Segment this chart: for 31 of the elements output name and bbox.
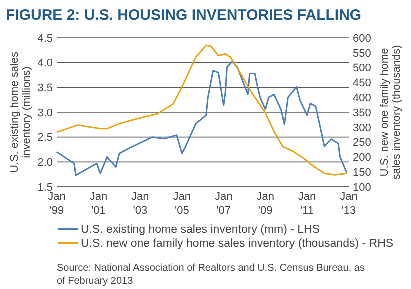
y2-tick-label: 450 bbox=[353, 78, 372, 90]
x-tick-label: Jan '09 bbox=[256, 191, 274, 217]
y-tick-label: 3.5 bbox=[38, 82, 53, 95]
chart-title: FIGURE 2: U.S. HOUSING INVENTORIES FALLING bbox=[6, 7, 362, 24]
y-tick-label: 2.5 bbox=[38, 132, 53, 144]
y2-tick-label: 250 bbox=[353, 137, 372, 150]
source-note: Source: National Association of Realtors and U.S. Census Bureau, as of February 2013 bbox=[57, 263, 365, 287]
y-axis-title: U.S. existing home sales inventory (millions) bbox=[9, 51, 33, 174]
y-tick-label: 4.5 bbox=[38, 32, 53, 45]
y2-tick-label: 350 bbox=[353, 107, 372, 120]
x-tick-label: Jan '05 bbox=[173, 191, 192, 217]
x-tick-label: Jan '03 bbox=[132, 191, 150, 217]
x-tick-label: Jan '99 bbox=[48, 191, 66, 217]
y2-tick-label: 300 bbox=[353, 122, 372, 134]
y2-tick-label: 100 bbox=[353, 182, 372, 194]
y-tick-label: 4.0 bbox=[38, 58, 53, 70]
y2-tick-label: 500 bbox=[353, 62, 372, 75]
x-tick-label: Jan '13 bbox=[340, 191, 358, 217]
x-tick-label: Jan '01 bbox=[90, 191, 108, 217]
y-tick-label: 2.0 bbox=[38, 157, 53, 170]
legend-label: U.S. new one family home sales inventory (thousands) - RHS bbox=[81, 238, 394, 250]
y-tick-label: 3.0 bbox=[38, 107, 53, 120]
y2-tick-label: 550 bbox=[353, 48, 372, 60]
y2-axis-title: U.S. new one family home sales inventory (thousands) bbox=[379, 45, 403, 180]
y2-tick-label: 150 bbox=[353, 166, 372, 179]
y2-tick-label: 400 bbox=[353, 92, 372, 104]
x-tick-label: Jan '11 bbox=[298, 191, 316, 217]
x-tick-label: Jan '07 bbox=[214, 191, 233, 217]
legend-label: U.S. existing home sales inventory (mm) - LHS bbox=[81, 224, 320, 236]
y2-tick-label: 200 bbox=[353, 152, 372, 164]
y2-tick-label: 600 bbox=[353, 32, 372, 45]
